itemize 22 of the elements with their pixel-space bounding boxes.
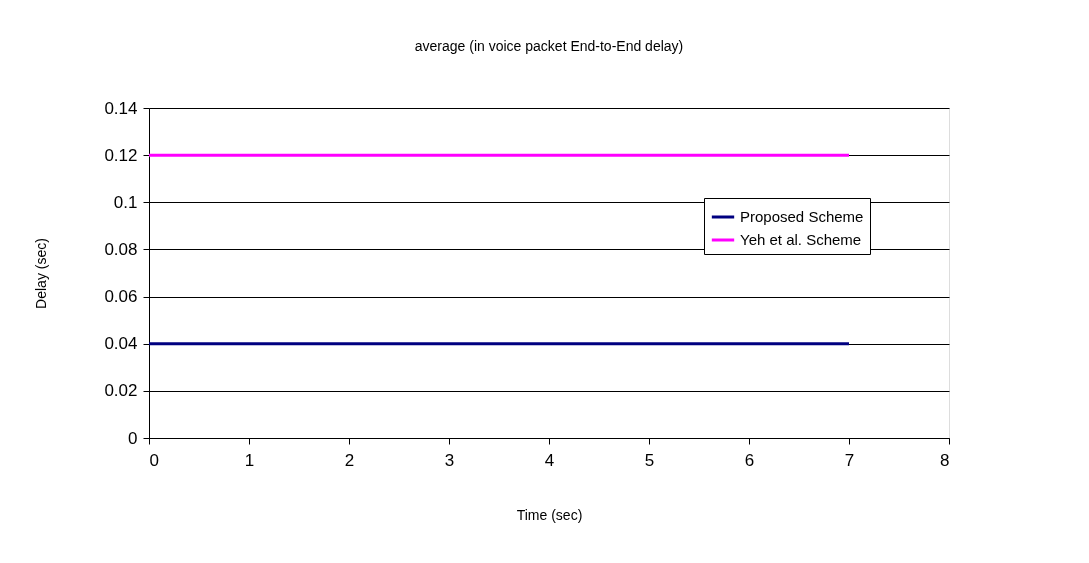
y-tick-label: 0.12 bbox=[104, 145, 138, 165]
y-tick-label: 0.08 bbox=[104, 239, 138, 259]
legend-label: Yeh et al. Scheme bbox=[740, 231, 862, 248]
x-tick-label: 7 bbox=[844, 450, 855, 470]
x-axis-title: Time (sec) bbox=[516, 506, 583, 523]
y-tick-label: 0.1 bbox=[113, 192, 138, 212]
x-tick-label: 0 bbox=[149, 450, 159, 470]
legend-label: Proposed Scheme bbox=[740, 208, 864, 225]
y-tick-label: 0 bbox=[128, 428, 138, 448]
x-tick-label: 6 bbox=[744, 450, 755, 470]
x-tick-label: 2 bbox=[344, 450, 355, 470]
x-tick-label: 5 bbox=[644, 450, 655, 470]
x-tick-label: 1 bbox=[244, 450, 255, 470]
chart-title: average (in voice packet End-to-End delay) bbox=[414, 38, 684, 54]
y-tick-label: 0.14 bbox=[104, 98, 138, 118]
y-axis-title: Delay (sec) bbox=[33, 238, 50, 309]
x-tick-label: 4 bbox=[544, 450, 555, 470]
y-tick-label: 0.02 bbox=[104, 381, 138, 401]
x-tick-label: 8 bbox=[940, 450, 950, 470]
y-tick-label: 0.06 bbox=[104, 287, 138, 307]
x-tick-label: 3 bbox=[444, 450, 455, 470]
y-tick-label: 0.04 bbox=[104, 334, 138, 354]
